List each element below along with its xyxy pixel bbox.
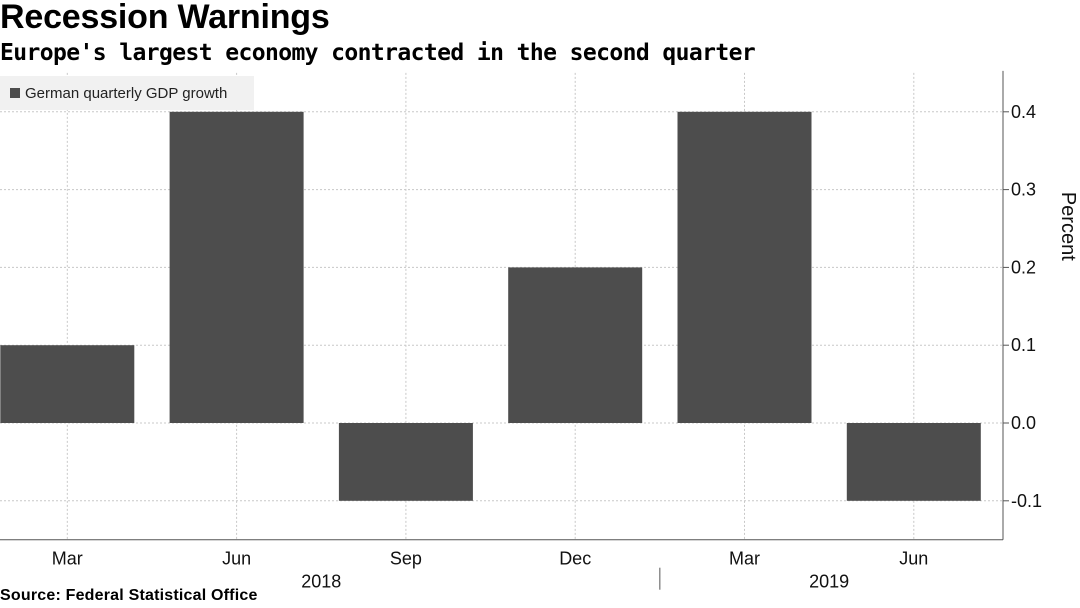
x-tick-label: Mar (52, 549, 83, 569)
year-label: 2019 (809, 572, 849, 592)
x-tick-label: Mar (729, 549, 760, 569)
chart-title: Recession Warnings (0, 0, 330, 36)
legend-swatch-icon (10, 88, 20, 98)
y-tick-label: 0.4 (1011, 102, 1036, 122)
legend: German quarterly GDP growth (0, 76, 254, 110)
y-tick-label: 0.1 (1011, 335, 1036, 355)
bar-3 (508, 267, 643, 423)
x-tick-label: Jun (899, 549, 928, 569)
y-tick-label: 0.0 (1011, 413, 1036, 433)
bar-4 (677, 111, 812, 424)
legend-label: German quarterly GDP growth (25, 84, 228, 102)
y-tick-label: -0.1 (1011, 491, 1042, 511)
bar-0 (0, 345, 135, 423)
year-label: 2018 (301, 572, 341, 592)
bar-5 (846, 423, 981, 501)
y-tick-label: 0.3 (1011, 180, 1036, 200)
x-tick-label: Sep (390, 549, 422, 569)
y-axis-title: Percent (1057, 192, 1079, 261)
chart-subtitle: Europe's largest economy contracted in t… (0, 40, 756, 66)
bar-1 (169, 111, 304, 424)
x-tick-label: Dec (559, 549, 591, 569)
bar-2 (338, 423, 473, 501)
source-note: Source: Federal Statistical Office (0, 587, 258, 604)
x-tick-label: Jun (222, 549, 251, 569)
y-tick-label: 0.2 (1011, 257, 1036, 277)
